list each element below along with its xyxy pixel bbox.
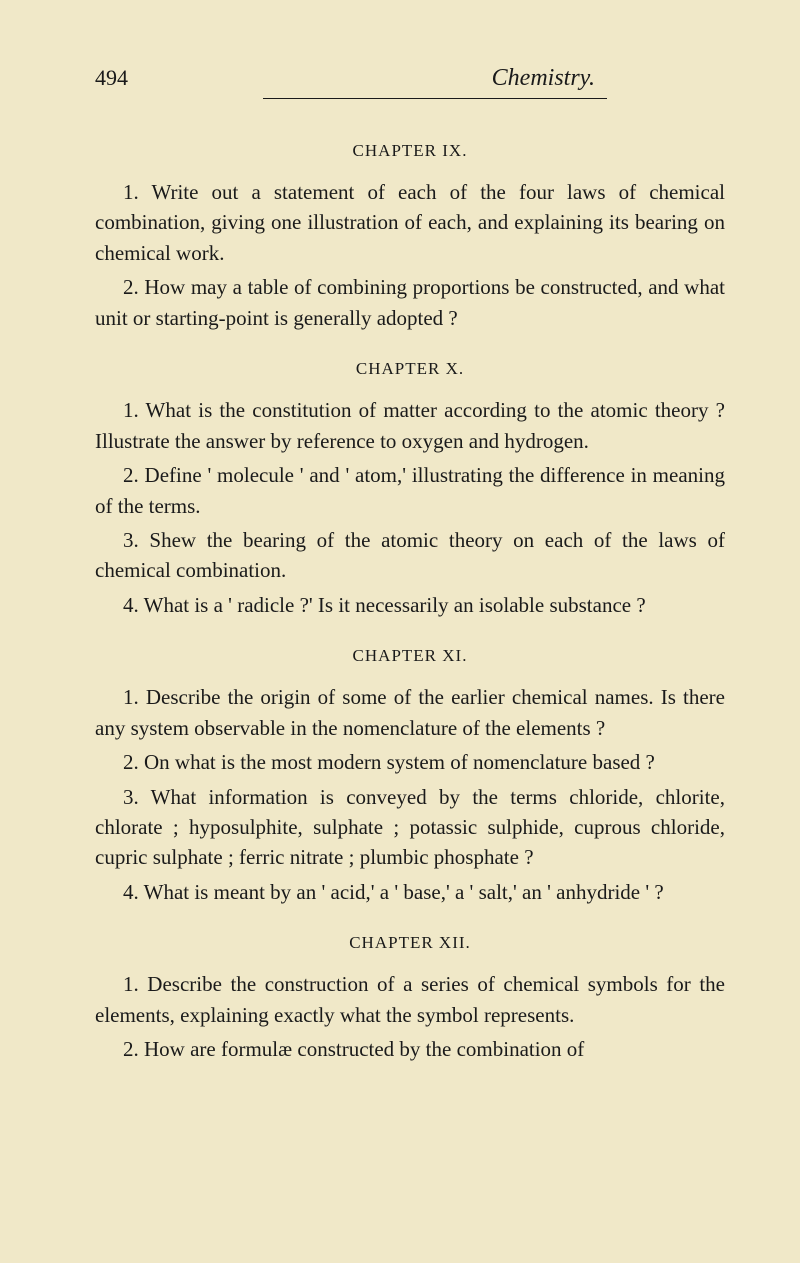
- chapter-xi-para-2: 2. On what is the most modern system of …: [95, 747, 725, 777]
- chapter-x-para-3: 3. Shew the bearing of the atomic theory…: [95, 525, 725, 586]
- chapter-ix-para-1: 1. Write out a statement of each of the …: [95, 177, 725, 268]
- chapter-x-para-2: 2. Define ' molecule ' and ' atom,' illu…: [95, 460, 725, 521]
- page-number: 494: [95, 65, 128, 91]
- chapter-ix-heading: CHAPTER IX.: [95, 141, 725, 161]
- page-title: Chemistry.: [492, 65, 595, 92]
- chapter-ix-section: CHAPTER IX. 1. Write out a statement of …: [95, 141, 725, 333]
- chapter-xi-section: CHAPTER XI. 1. Describe the origin of so…: [95, 646, 725, 907]
- chapter-xi-para-1: 1. Describe the origin of some of the ea…: [95, 682, 725, 743]
- chapter-xi-para-4: 4. What is meant by an ' acid,' a ' base…: [95, 877, 725, 907]
- page-header: 494 Chemistry.: [95, 65, 725, 92]
- chapter-xi-heading: CHAPTER XI.: [95, 646, 725, 666]
- chapter-xii-para-2: 2. How are formulæ constructed by the co…: [95, 1034, 725, 1064]
- chapter-xii-para-1: 1. Describe the construction of a series…: [95, 969, 725, 1030]
- chapter-xii-section: CHAPTER XII. 1. Describe the constructio…: [95, 933, 725, 1064]
- chapter-xi-para-3: 3. What information is conveyed by the t…: [95, 782, 725, 873]
- chapter-x-para-4: 4. What is a ' radicle ?' Is it necessar…: [95, 590, 725, 620]
- chapter-xii-heading: CHAPTER XII.: [95, 933, 725, 953]
- chapter-x-section: CHAPTER X. 1. What is the constitution o…: [95, 359, 725, 620]
- chapter-x-heading: CHAPTER X.: [95, 359, 725, 379]
- chapter-ix-para-2: 2. How may a table of combining proporti…: [95, 272, 725, 333]
- header-rule: [263, 98, 607, 99]
- chapter-x-para-1: 1. What is the constitution of matter ac…: [95, 395, 725, 456]
